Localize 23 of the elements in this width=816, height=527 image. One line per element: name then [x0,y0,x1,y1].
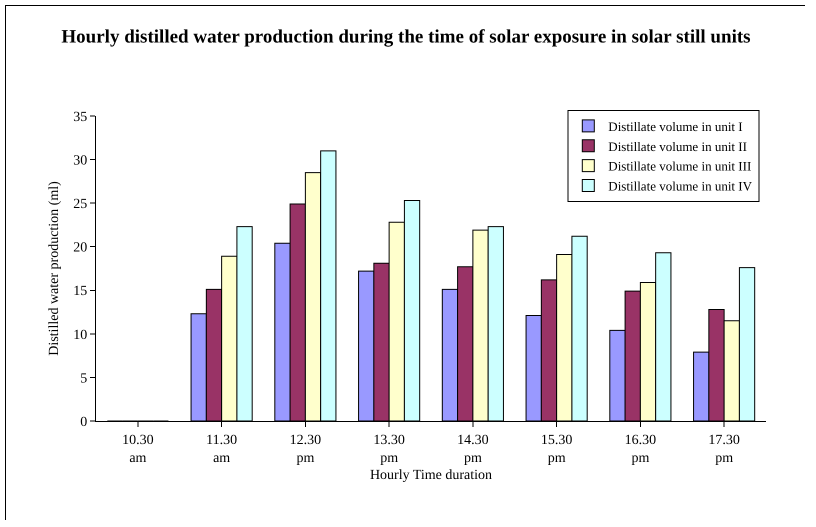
y-tick-label: 10 [73,328,88,343]
legend-label: Distillate volume in unit I [608,118,743,134]
y-tick-label: 0 [80,414,88,430]
legend-label: Distillate volume in unit III [608,158,752,174]
x-tick-label: 16.30 pm [624,432,656,466]
y-tick-label: 35 [73,110,88,125]
x-tick-label: 14.30 pm [457,432,489,466]
y-tick-label: 20 [73,240,88,256]
x-tick-label: 13.30 pm [373,432,405,466]
chart-title: Hourly distilled water production during the time of solar exposure in solar still units [61,26,751,48]
y-tick-label: 5 [80,371,88,386]
x-tick-label: 11.30 am [206,432,238,466]
x-axis-title: Hourly Time duration [370,468,492,483]
x-tick-label: 10.30 am [122,432,154,466]
y-tick-label: 30 [73,153,88,168]
x-tick-label: 15.30 pm [540,432,572,466]
legend-label: Distillate volume in unit IV [608,178,753,194]
x-tick-label: 12.30 pm [290,432,322,466]
x-tick-label: 17.30 pm [708,432,740,466]
y-tick-label: 15 [73,284,88,300]
y-tick-label: 25 [73,197,88,212]
y-axis-title: Distilled water production (ml) [47,180,62,356]
legend-label: Distillate volume in unit II [608,138,747,154]
